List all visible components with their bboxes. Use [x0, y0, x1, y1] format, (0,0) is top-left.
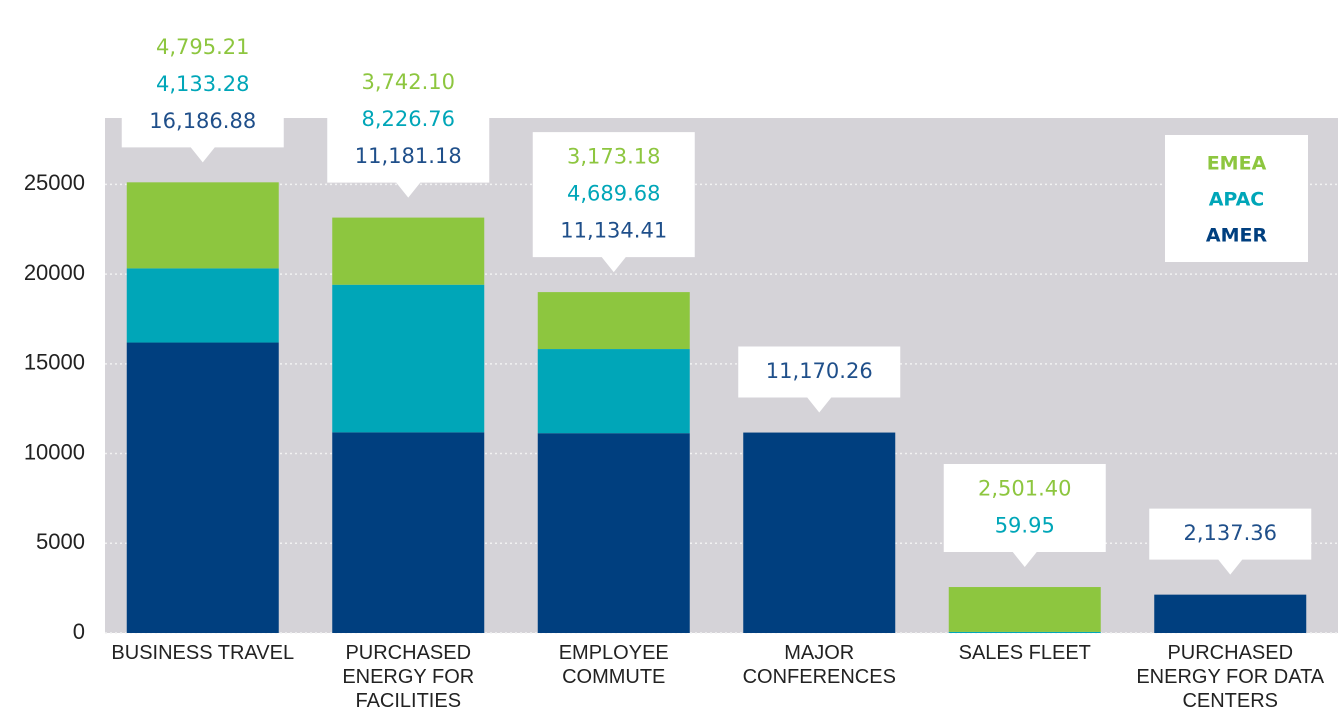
value-label: 8,226.76 [361, 107, 455, 131]
bar-segment [332, 217, 485, 285]
value-label: 11,170.26 [766, 359, 873, 383]
plot-area [105, 118, 1338, 633]
legend-label: AMER [1206, 225, 1268, 247]
callout-box [327, 57, 490, 198]
value-label: 3,173.18 [567, 145, 661, 169]
value-label: 4,795.21 [156, 35, 250, 59]
x-label-box: SALES FLEET [958, 642, 1091, 664]
x-label-box: BUSINESS TRAVEL [111, 642, 295, 664]
bar-segment [332, 432, 485, 633]
y-tick-label: 10000 [24, 439, 85, 464]
callout-box [1149, 508, 1312, 575]
x-label-box: PURCHASED ENERGY FOR FACILITIES [342, 642, 475, 712]
bar-segment [743, 432, 896, 633]
x-tick-label: PURCHASED ENERGY FOR FACILITIES [342, 642, 475, 712]
callout-box [532, 132, 695, 273]
legend-label: APAC [1209, 189, 1265, 211]
bar-segment [126, 182, 279, 269]
value-label: 4,689.68 [567, 182, 661, 206]
x-label-box: MAJOR CONFERENCES [742, 642, 896, 688]
x-tick-label: BUSINESS TRAVEL [111, 642, 295, 664]
callout-box [121, 22, 284, 163]
value-label: 2,501.40 [978, 477, 1072, 501]
x-tick-label: EMPLOYEE COMMUTE [558, 642, 669, 688]
callout-box [738, 346, 901, 413]
x-label-box: PURCHASED ENERGY FOR DATA CENTERS [1136, 642, 1325, 712]
value-label: 2,137.36 [1183, 521, 1277, 545]
y-tick-label: 25000 [24, 170, 85, 195]
bar-segment [537, 349, 690, 434]
y-tick-label: 20000 [24, 260, 85, 285]
y-tick-label: 5000 [36, 529, 85, 554]
x-tick-label: MAJOR CONFERENCES [742, 642, 896, 688]
bar-segment [1154, 594, 1307, 633]
bar-segment [126, 342, 279, 633]
value-label: 59.95 [995, 514, 1055, 538]
value-label: 16,186.88 [149, 109, 256, 133]
bar-segment [126, 268, 279, 343]
legend-box [1165, 135, 1308, 262]
x-tick-label: SALES FLEET [958, 642, 1091, 664]
bar-segment [948, 587, 1101, 632]
bar-segment [332, 284, 485, 433]
value-label: 3,742.10 [361, 70, 455, 94]
value-label: 4,133.28 [156, 72, 250, 96]
y-tick-label: 15000 [24, 350, 85, 375]
legend-label: EMEA [1207, 153, 1267, 175]
x-label-box: EMPLOYEE COMMUTE [558, 642, 669, 688]
value-label: 11,181.18 [355, 144, 462, 168]
bar-segment [537, 292, 690, 350]
bar-segment [537, 433, 690, 633]
y-tick-label: 0 [73, 619, 85, 644]
value-label: 11,134.41 [560, 219, 667, 243]
bar-segment [948, 631, 1101, 633]
x-tick-label: PURCHASED ENERGY FOR DATA CENTERS [1136, 642, 1325, 712]
callout-box [943, 464, 1106, 568]
